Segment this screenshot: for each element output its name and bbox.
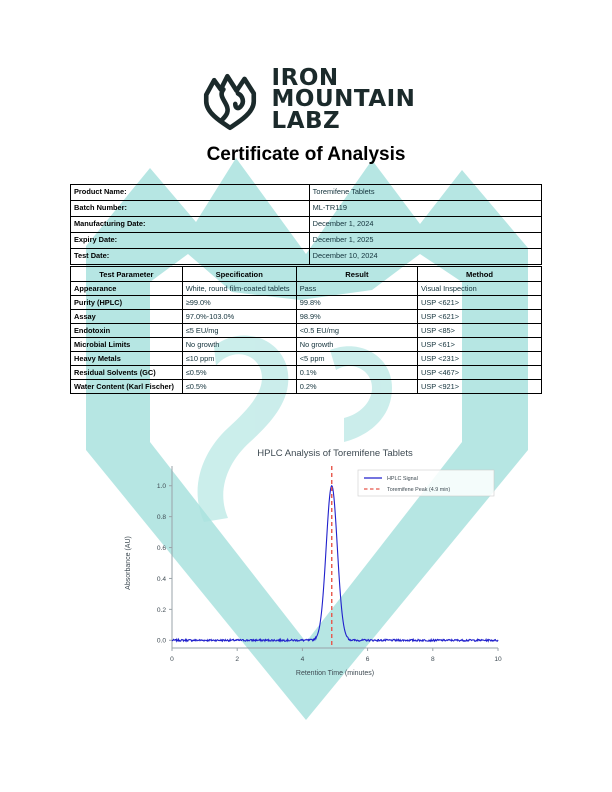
info-label: Batch Number: bbox=[70, 200, 310, 217]
cell-method: USP <231> bbox=[417, 351, 542, 366]
legend-label-signal: HPLC Signal bbox=[387, 476, 418, 482]
x-tick-label: 8 bbox=[431, 656, 435, 663]
cell-method: USP <61> bbox=[417, 337, 542, 352]
info-label: Manufacturing Date: bbox=[70, 216, 310, 233]
cell-result: 0.1% bbox=[295, 365, 419, 380]
cell-spec: ≤0.5% bbox=[181, 365, 297, 380]
table-row: Heavy Metals ≤10 ppm <5 ppm USP <231> bbox=[70, 351, 542, 366]
cell-param: Water Content (Karl Fischer) bbox=[70, 379, 183, 394]
y-tick-label: 0.6 bbox=[157, 545, 166, 552]
cell-spec: White, round film-coated tablets bbox=[181, 281, 297, 296]
cell-spec: ≤10 ppm bbox=[181, 351, 297, 366]
brand-line-1: IRON bbox=[271, 65, 339, 92]
info-label: Test Date: bbox=[70, 248, 310, 265]
column-header-result: Result bbox=[295, 266, 419, 282]
y-axis-label: Absorbance (AU) bbox=[125, 536, 132, 590]
cell-result: 98.9% bbox=[295, 309, 419, 324]
y-tick-label: 0.8 bbox=[157, 514, 166, 521]
test-results-table: Test Parameter Specification Result Method … bbox=[70, 266, 542, 394]
cell-param: Heavy Metals bbox=[70, 351, 183, 366]
product-info-table: Product Name: Toremifene Tablets Batch Num… bbox=[70, 184, 543, 265]
info-value: ML-TR119 bbox=[308, 200, 543, 217]
x-axis-label: Retention Time (minutes) bbox=[296, 670, 374, 677]
cell-spec: ≤5 EU/mg bbox=[181, 323, 297, 338]
x-tick-label: 10 bbox=[494, 656, 502, 663]
x-tick-label: 6 bbox=[366, 656, 370, 663]
x-tick-label: 0 bbox=[170, 656, 174, 663]
cell-param: Appearance bbox=[70, 281, 183, 296]
table-row: Manufacturing Date: December 1, 2024 bbox=[70, 216, 543, 233]
chart-title: HPLC Analysis of Toremifene Tablets bbox=[257, 448, 413, 459]
info-value: December 10, 2024 bbox=[308, 248, 543, 265]
y-tick-label: 0.2 bbox=[157, 607, 166, 614]
brand-line-2: MOUNTAIN bbox=[271, 86, 416, 113]
cell-method: USP <921> bbox=[417, 379, 542, 394]
legend-label-peak: Toremifene Peak (4.9 min) bbox=[387, 487, 450, 493]
info-value: December 1, 2024 bbox=[308, 216, 543, 233]
cell-param: Residual Solvents (GC) bbox=[70, 365, 183, 380]
cell-method: USP <85> bbox=[417, 323, 542, 338]
table-row: Residual Solvents (GC) ≤0.5% 0.1% USP <467> bbox=[70, 365, 542, 380]
cell-param: Endotoxin bbox=[70, 323, 183, 338]
table-row: Water Content (Karl Fischer) ≤0.5% 0.2% USP… bbox=[70, 379, 542, 394]
cell-result: 0.2% bbox=[295, 379, 419, 394]
table-row: Purity (HPLC) ≥99.0% 99.8% USP <621> bbox=[70, 295, 542, 310]
cell-spec: No growth bbox=[181, 337, 297, 352]
cell-param: Microbial Limits bbox=[70, 337, 183, 352]
table-row: Endotoxin ≤5 EU/mg <0.5 EU/mg USP <85> bbox=[70, 323, 542, 338]
table-row: Product Name: Toremifene Tablets bbox=[70, 184, 543, 201]
mountain-heart-logo-icon bbox=[197, 67, 263, 133]
column-header-spec: Specification bbox=[181, 266, 297, 282]
x-tick-label: 2 bbox=[235, 656, 239, 663]
cell-result: <0.5 EU/mg bbox=[295, 323, 419, 338]
y-tick-label: 1.0 bbox=[157, 483, 166, 490]
cell-param: Assay bbox=[70, 309, 183, 324]
cell-method: USP <621> bbox=[417, 309, 542, 324]
column-header-param: Test Parameter bbox=[70, 266, 183, 282]
hplc-chromatogram-chart: HPLC Analysis of Toremifene Tablets 0.0 0.… bbox=[110, 440, 510, 690]
info-value: December 1, 2025 bbox=[308, 232, 543, 249]
cell-spec: 97.0%-103.0% bbox=[181, 309, 297, 324]
cell-spec: ≤0.5% bbox=[181, 379, 297, 394]
cell-param: Purity (HPLC) bbox=[70, 295, 183, 310]
y-tick-label: 0.0 bbox=[157, 638, 166, 645]
table-row: Assay 97.0%-103.0% 98.9% USP <621> bbox=[70, 309, 542, 324]
cell-result: 99.8% bbox=[295, 295, 419, 310]
info-label: Expiry Date: bbox=[70, 232, 310, 249]
cell-method: USP <467> bbox=[417, 365, 542, 380]
cell-result: <5 ppm bbox=[295, 351, 419, 366]
x-tick-label: 4 bbox=[301, 656, 305, 663]
column-header-method: Method bbox=[417, 266, 542, 282]
table-row: Appearance White, round film-coated table… bbox=[70, 281, 542, 296]
page-title: Certificate of Analysis bbox=[206, 144, 406, 165]
table-row: Test Date: December 10, 2024 bbox=[70, 248, 543, 265]
info-label: Product Name: bbox=[70, 184, 310, 201]
brand-line-3: LABZ bbox=[271, 107, 341, 134]
table-row: Batch Number: ML-TR119 bbox=[70, 200, 543, 217]
y-tick-label: 0.4 bbox=[157, 576, 166, 583]
cell-result: No growth bbox=[295, 337, 419, 352]
cell-spec: ≥99.0% bbox=[181, 295, 297, 310]
brand-logo: IRON MOUNTAIN LABZ bbox=[0, 64, 612, 136]
table-row: Expiry Date: December 1, 2025 bbox=[70, 232, 543, 249]
cell-method: Visual Inspection bbox=[417, 281, 542, 296]
info-value: Toremifene Tablets bbox=[308, 184, 543, 201]
cell-result: Pass bbox=[295, 281, 419, 296]
hplc-signal-trace bbox=[171, 484, 499, 643]
table-row: Microbial Limits No growth No growth USP <6… bbox=[70, 337, 542, 352]
cell-method: USP <621> bbox=[417, 295, 542, 310]
